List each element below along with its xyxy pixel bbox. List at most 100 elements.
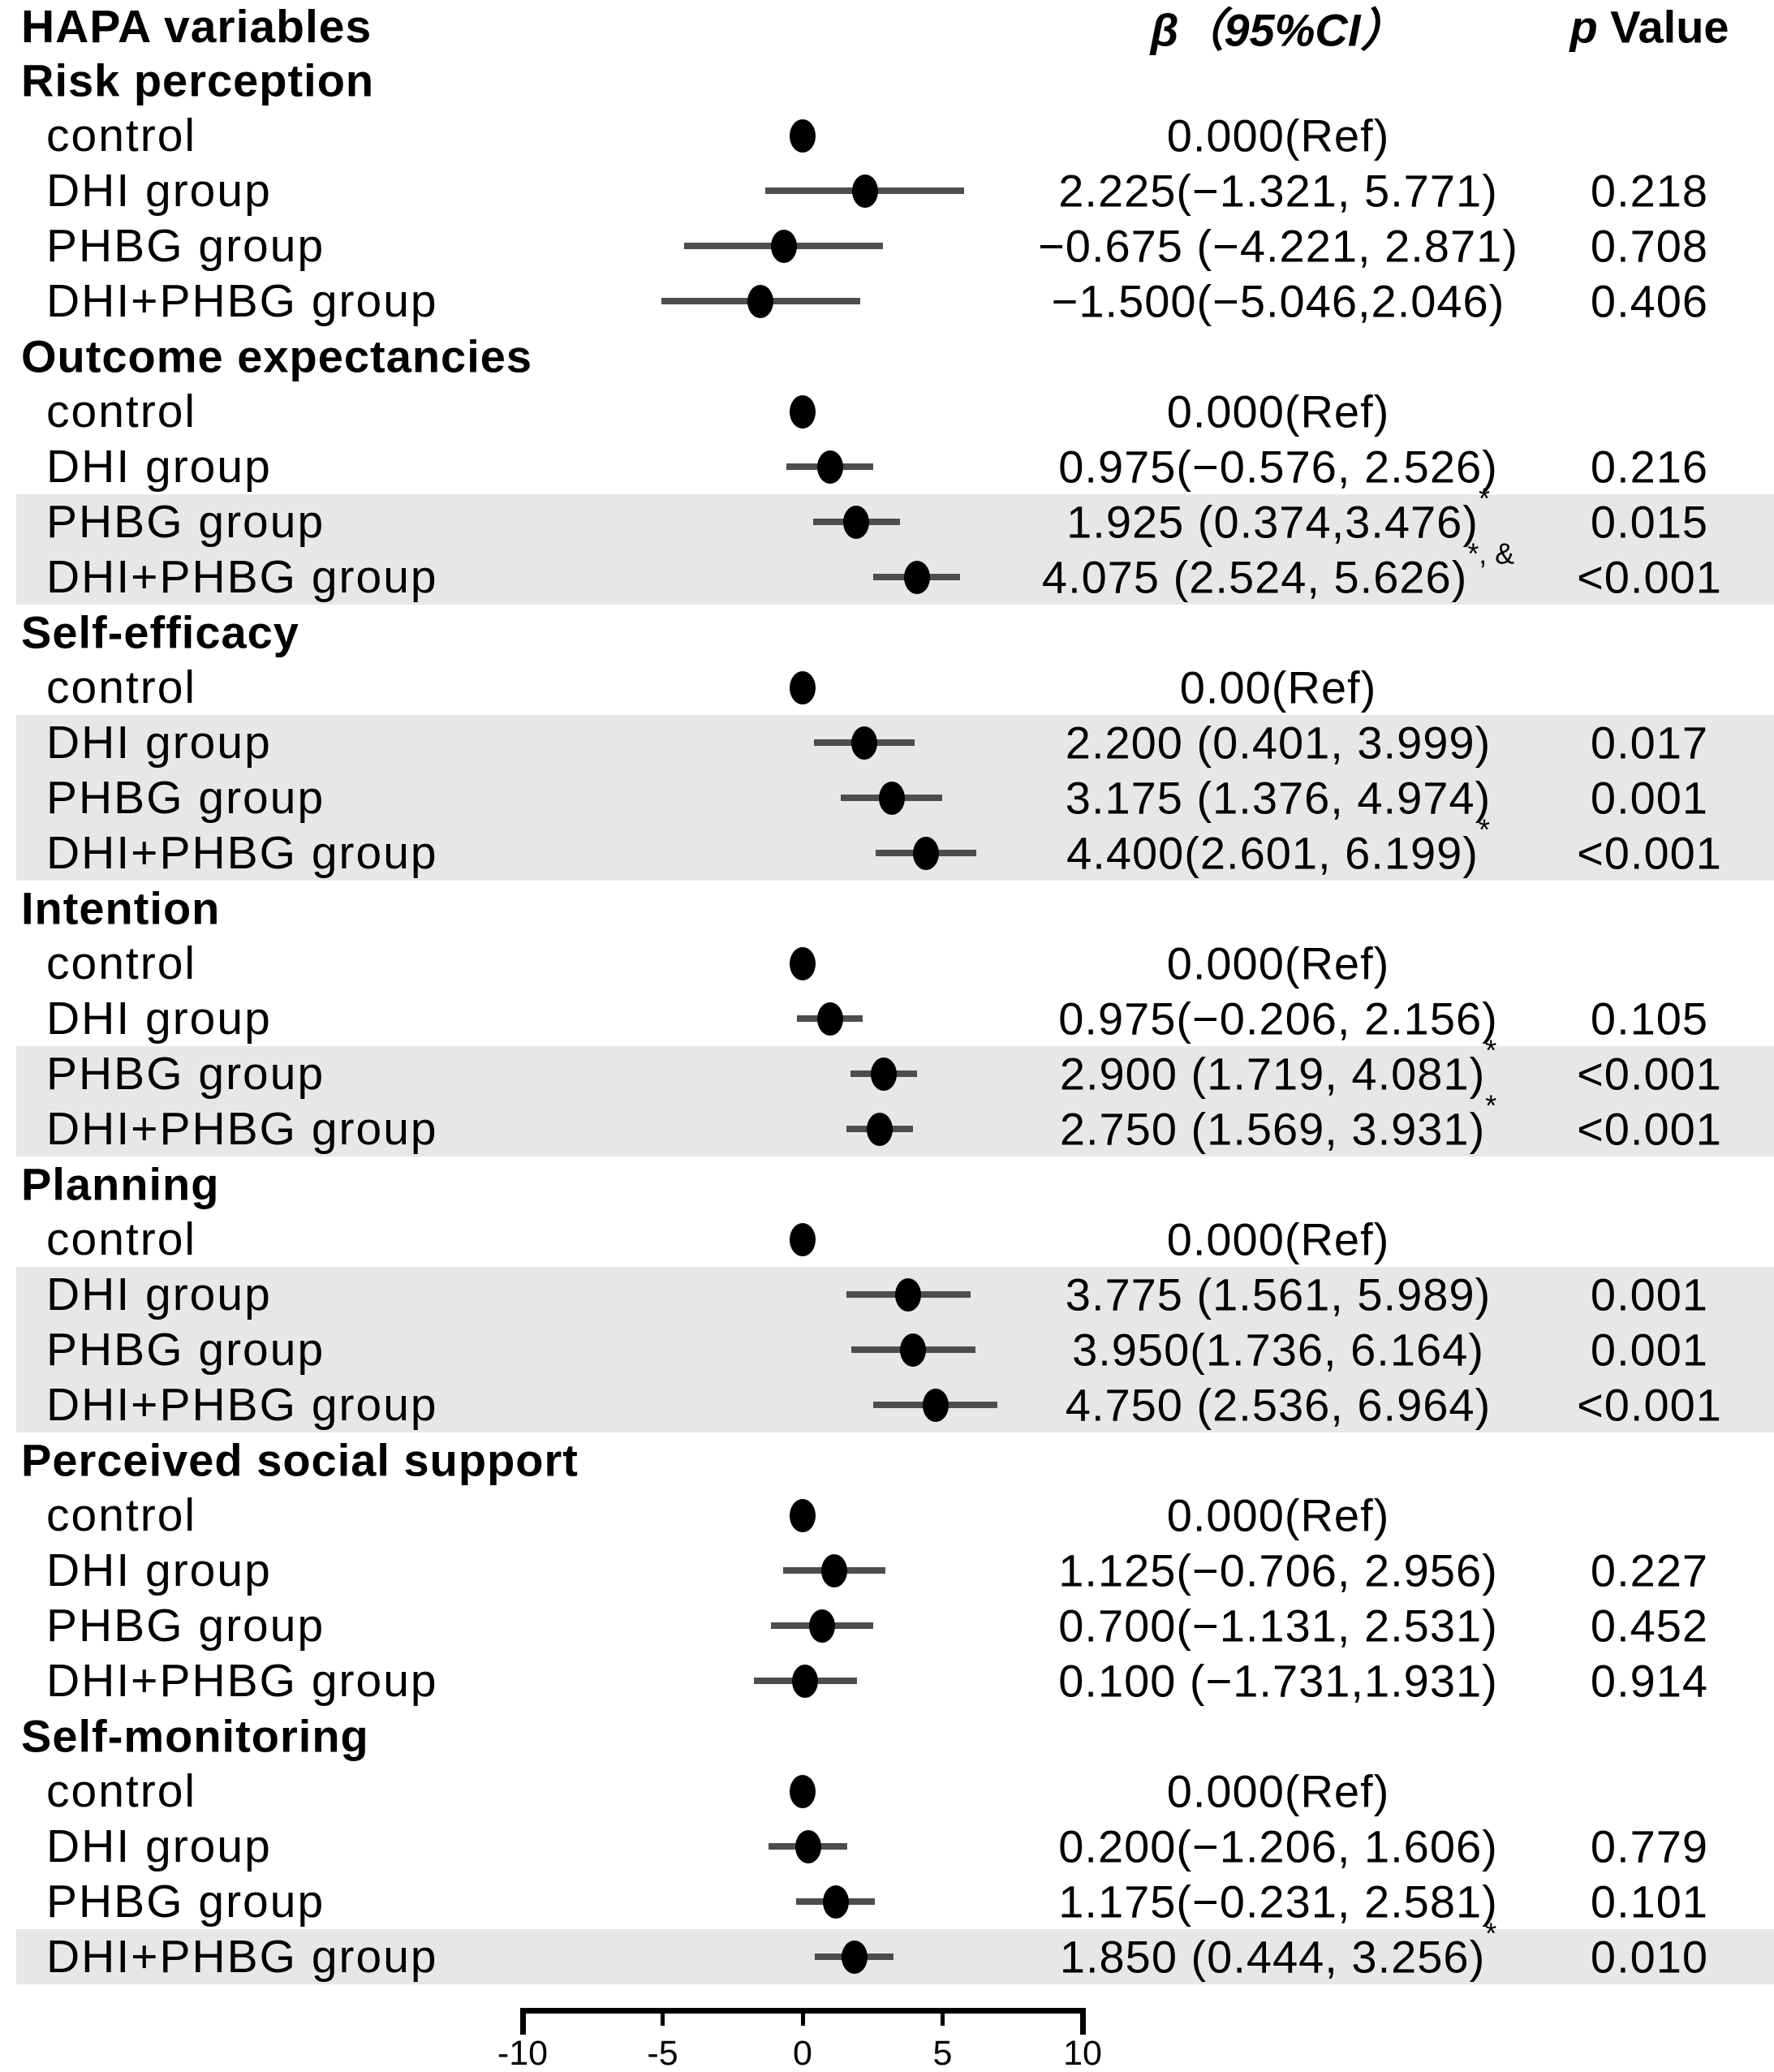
beta-ci-value: 3.950(1.736, 6.164) (994, 1324, 1562, 1376)
point-estimate-dot (790, 1499, 816, 1532)
p-value: 0.017 (1590, 717, 1709, 769)
forest-row: DHI group 3.775 (1.561, 5.989) 0.001 (0, 1267, 1774, 1322)
p-value: <0.001 (1577, 1379, 1722, 1431)
section-row: Perceived social support (0, 1432, 1774, 1488)
beta-ci-value: 0.000(Ref) (994, 1213, 1562, 1266)
point-estimate-dot (794, 1830, 821, 1863)
forest-row: PHBG group 2.900 (1.719, 4.081)* <0.001 (0, 1035, 1774, 1101)
beta-ci-text: 1.925 (0.374,3.476) (1066, 496, 1479, 548)
forest-row: PHBG group −0.675 (−4.221, 2.871) 0.708 (0, 218, 1774, 274)
beta-ci-text: 3.950(1.736, 6.164) (1072, 1324, 1484, 1376)
p-value: 0.218 (1590, 165, 1709, 217)
group-label: PHBG group (46, 1876, 325, 1928)
forest-row: control 0.000(Ref) (0, 936, 1774, 991)
beta-ci-value: 0.000(Ref) (994, 1489, 1562, 1542)
p-value: 0.406 (1590, 275, 1709, 327)
point-estimate-dot (878, 782, 905, 815)
beta-ci-text: 3.775 (1.561, 5.989) (1065, 1269, 1492, 1320)
beta-ci-value: 1.125(−0.706, 2.956) (994, 1544, 1562, 1597)
forest-row: DHI+PHBG group 1.850 (0.444, 3.256)* 0.010 (0, 1918, 1774, 1984)
forest-row: control 0.000(Ref) (0, 1212, 1774, 1267)
point-estimate-dot (850, 726, 877, 760)
forest-row: DHI group 0.975(−0.206, 2.156) 0.105 (0, 991, 1774, 1046)
p-value: <0.001 (1577, 1103, 1722, 1155)
group-label: DHI group (46, 165, 272, 217)
point-estimate-dot (922, 1389, 949, 1422)
x-axis-tick-label: 10 (1063, 2034, 1102, 2072)
significance-marker: * (1485, 1089, 1497, 1122)
beta-ci-value: 0.975(−0.206, 2.156) (994, 993, 1562, 1045)
column-header-p-value: p Value (1566, 0, 1733, 53)
section-label: Outcome expectancies (21, 330, 533, 382)
beta-ci-text: 1.125(−0.706, 2.956) (1058, 1544, 1498, 1596)
group-label: DHI+PHBG group (46, 551, 438, 603)
forest-row: DHI+PHBG group 2.750 (1.569, 3.931)* <0.00… (0, 1090, 1774, 1157)
forest-row: DHI group 0.975(−0.576, 2.526) 0.216 (0, 439, 1774, 494)
beta-ci-text: 0.975(−0.206, 2.156) (1058, 993, 1498, 1045)
beta-ci-text: 0.000(Ref) (1166, 937, 1390, 989)
point-estimate-dot (790, 395, 816, 429)
group-label: control (46, 110, 197, 162)
group-label: PHBG group (46, 1324, 325, 1376)
x-axis-tick (800, 2008, 805, 2026)
group-label: control (46, 937, 197, 989)
beta-ci-value: 3.775 (1.561, 5.989) (994, 1269, 1562, 1321)
beta-ci-value: 1.175(−0.231, 2.581) (994, 1876, 1562, 1928)
p-italic: p (1569, 1, 1598, 52)
forest-row: PHBG group 1.175(−0.231, 2.581) 0.101 (0, 1874, 1774, 1929)
beta-ci-text: 2.200 (0.401, 3.999) (1065, 717, 1492, 769)
group-label: DHI+PHBG group (46, 1379, 438, 1431)
group-label: DHI group (46, 717, 272, 769)
beta-ci-value: 2.200 (0.401, 3.999) (994, 717, 1562, 769)
group-label: control (46, 661, 197, 713)
group-label: DHI group (46, 1269, 272, 1320)
forest-row: DHI group 2.200 (0.401, 3.999) 0.017 (0, 715, 1774, 770)
beta-ci-value: 4.075 (2.524, 5.626)*, & (994, 538, 1562, 604)
section-label: Planning (21, 1158, 220, 1210)
beta-ci-value: −1.500(−5.046,2.046) (994, 275, 1562, 328)
beta-ci-text: 0.100 (−1.731,1.931) (1058, 1655, 1498, 1707)
point-estimate-dot (871, 1058, 898, 1091)
group-label: DHI+PHBG group (46, 827, 438, 879)
p-value: 0.101 (1590, 1876, 1709, 1928)
p-value: 0.001 (1590, 1324, 1709, 1376)
group-label: DHI group (46, 1544, 272, 1596)
p-value: <0.001 (1577, 551, 1722, 603)
forest-row: DHI+PHBG group 4.750 (2.536, 6.964) <0.001 (0, 1377, 1774, 1432)
beta-ci-text: 0.000(Ref) (1166, 1213, 1390, 1265)
point-estimate-dot (866, 1113, 893, 1146)
point-estimate-dot (841, 1941, 868, 1974)
beta-ci-text: 4.075 (2.524, 5.626) (1041, 551, 1468, 603)
point-estimate-dot (820, 1554, 847, 1587)
group-label: DHI+PHBG group (46, 1931, 438, 1983)
significance-marker: *, & (1467, 537, 1515, 571)
forest-row: PHBG group 3.950(1.736, 6.164) 0.001 (0, 1322, 1774, 1377)
beta-ci-text: −0.675 (−4.221, 2.871) (1038, 220, 1518, 272)
column-header-row: HAPA variables β（95%CI） p Value (0, 0, 1774, 56)
x-axis-tick-label: 5 (932, 2034, 953, 2072)
point-estimate-dot (790, 1775, 816, 1808)
point-estimate-dot (903, 561, 930, 594)
forest-row: control 0.00(Ref) (0, 660, 1774, 715)
group-label: DHI+PHBG group (46, 1655, 438, 1707)
point-estimate-dot (843, 506, 870, 539)
significance-marker: * (1478, 813, 1490, 846)
beta-ci-value: 2.750 (1.569, 3.931)* (994, 1090, 1562, 1156)
p-value: 0.015 (1590, 496, 1709, 548)
beta-ci-value: 3.175 (1.376, 4.974) (994, 772, 1562, 825)
forest-row: DHI group 2.225(−1.321, 5.771) 0.218 (0, 163, 1774, 218)
forest-row: DHI+PHBG group −1.500(−5.046,2.046) 0.406 (0, 274, 1774, 329)
section-row: Self-monitoring (0, 1708, 1774, 1764)
group-label: control (46, 386, 197, 437)
forest-row: control 0.000(Ref) (0, 1764, 1774, 1819)
forest-row: PHBG group 3.175 (1.376, 4.974) 0.001 (0, 770, 1774, 825)
point-estimate-dot (816, 450, 843, 484)
forest-row: DHI group 1.125(−0.706, 2.956) 0.227 (0, 1543, 1774, 1598)
group-label: PHBG group (46, 772, 325, 824)
beta-ci-value: 0.100 (−1.731,1.931) (994, 1655, 1562, 1708)
p-value: 0.010 (1590, 1931, 1709, 1983)
section-label: Self-monitoring (21, 1710, 369, 1762)
column-header-beta-ci: β（95%CI） (1150, 4, 1406, 55)
forest-row: PHBG group 0.700(−1.131, 2.531) 0.452 (0, 1598, 1774, 1653)
beta-ci-value: 2.900 (1.719, 4.081)* (994, 1035, 1562, 1101)
